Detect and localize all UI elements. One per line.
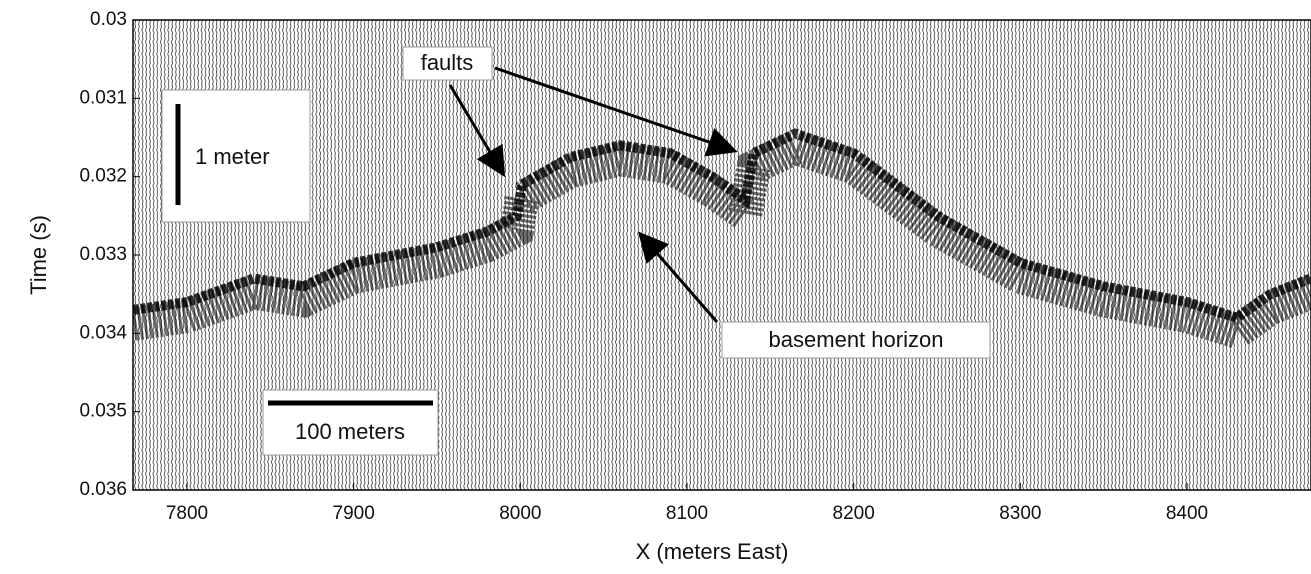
x-tick-label: 8000 [499,503,541,524]
x-tick-label: 8400 [1166,503,1208,524]
horizontal-scale: 100 meters [262,389,439,456]
x-tick-label: 8300 [999,503,1041,524]
scale-label: 100 meters [295,419,405,444]
fault-annotation: faults [402,46,738,178]
horizon-line [133,128,1311,324]
x-axis-label: X (meters East) [636,539,789,564]
y-tick-label: 0.034 [79,322,127,343]
x-tick-label: 7800 [166,503,208,524]
arrow [494,66,738,157]
y-tick-label: 0.035 [79,401,127,422]
y-tick-label: 0.033 [79,244,127,265]
y-tick-label: 0.032 [79,166,127,187]
y-tick-label: 0.03 [90,9,127,30]
arrow [448,84,506,178]
horizon-annotation: basement horizon [638,231,991,359]
annotation: basement horizon [769,327,944,352]
y-axis-label: Time (s) [26,215,51,295]
x-tick-label: 8200 [833,503,875,524]
plot-area [133,128,1311,351]
label-box [721,321,991,359]
arrow [638,231,719,323]
x-tick-label: 8100 [666,503,708,524]
annotation: faults [421,50,474,75]
vertical-scale: 1 meter [161,89,311,223]
x-tick-label: 7900 [333,503,375,524]
scale-label: 1 meter [195,144,270,169]
reflector-band [133,129,1311,351]
scale-box [161,89,311,223]
y-tick-label: 0.036 [79,479,127,500]
y-tick-label: 0.031 [79,87,127,108]
label-box [402,46,493,81]
